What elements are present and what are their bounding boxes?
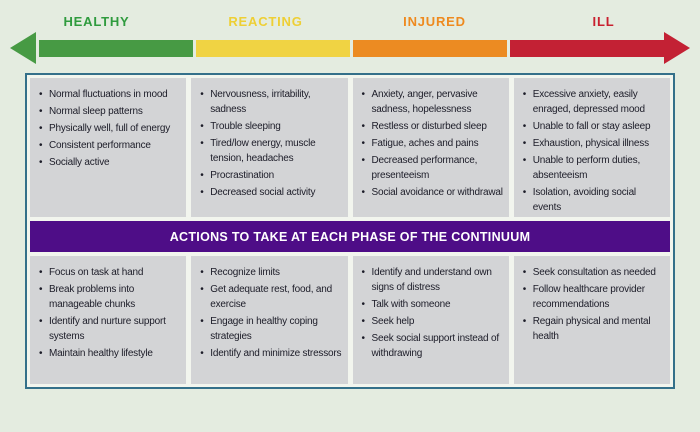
bullet-item: Talk with someone	[361, 297, 505, 312]
bullet-item: Seek social support instead of withdrawi…	[361, 331, 505, 361]
actions-panel-healthy: Focus on task at hand Break problems into…	[30, 256, 187, 384]
signs-list-ill: Excessive anxiety, easily enraged, depre…	[522, 87, 666, 215]
bullet-item: Trouble sleeping	[199, 119, 343, 134]
signs-panel-healthy: Normal fluctuations in mood Normal sleep …	[30, 78, 187, 217]
bullet-item: Unable to fall or stay asleep	[522, 119, 666, 134]
bullet-item: Tired/low energy, muscle tension, headac…	[199, 136, 343, 166]
bullet-item: Socially active	[38, 155, 182, 170]
bullet-item: Recognize limits	[199, 265, 343, 280]
phase-label-injured: INJURED	[403, 14, 466, 29]
bullet-item: Nervousness, irritability, sadness	[199, 87, 343, 117]
phase-labels-row: HEALTHY REACTING INJURED ILL	[12, 14, 688, 29]
signs-panel-ill: Excessive anxiety, easily enraged, depre…	[513, 78, 670, 217]
actions-banner: ACTIONS TO TAKE AT EACH PHASE OF THE CON…	[30, 221, 670, 252]
arrow-segment-reacting	[196, 39, 350, 57]
bullet-item: Identify and understand own signs of dis…	[361, 265, 505, 295]
bullet-item: Consistent performance	[38, 138, 182, 153]
phase-label-healthy: HEALTHY	[63, 14, 130, 29]
bullet-item: Anxiety, anger, pervasive sadness, hopel…	[361, 87, 505, 117]
continuum-table: Normal fluctuations in mood Normal sleep …	[25, 73, 675, 389]
bullet-item: Regain physical and mental health	[522, 314, 666, 344]
bullet-item: Follow healthcare provider recommendatio…	[522, 282, 666, 312]
bullet-item: Decreased social activity	[199, 185, 343, 200]
actions-list-injured: Identify and understand own signs of dis…	[361, 265, 505, 361]
bullet-item: Restless or disturbed sleep	[361, 119, 505, 134]
arrow-segment-injured	[353, 39, 507, 57]
bullet-item: Normal fluctuations in mood	[38, 87, 182, 102]
bullet-item: Isolation, avoiding social events	[522, 185, 666, 215]
continuum-arrow	[10, 32, 690, 64]
bullet-item: Decreased performance, presenteeism	[361, 153, 505, 183]
signs-panel-reacting: Nervousness, irritability, sadness Troubl…	[191, 78, 348, 217]
signs-list-injured: Anxiety, anger, pervasive sadness, hopel…	[361, 87, 505, 200]
arrow-segment-healthy	[39, 39, 193, 57]
right-arrowhead-icon	[664, 32, 690, 64]
bullet-item: Fatigue, aches and pains	[361, 136, 505, 151]
bullet-item: Maintain healthy lifestyle	[38, 346, 182, 361]
bullet-item: Engage in healthy coping strategies	[199, 314, 343, 344]
bullet-item: Identify and nurture support systems	[38, 314, 182, 344]
actions-list-ill: Seek consultation as needed Follow health…	[522, 265, 666, 344]
bullet-item: Seek consultation as needed	[522, 265, 666, 280]
signs-list-reacting: Nervousness, irritability, sadness Troubl…	[199, 87, 343, 200]
phase-label-reacting: REACTING	[228, 14, 303, 29]
bullet-item: Excessive anxiety, easily enraged, depre…	[522, 87, 666, 117]
actions-list-reacting: Recognize limits Get adequate rest, food,…	[199, 265, 343, 361]
bullet-item: Identify and minimize stressors	[199, 346, 343, 361]
bullet-item: Social avoidance or withdrawal	[361, 185, 505, 200]
actions-panel-injured: Identify and understand own signs of dis…	[352, 256, 509, 384]
left-arrowhead-icon	[10, 32, 36, 64]
bullet-item: Break problems into manageable chunks	[38, 282, 182, 312]
actions-list-healthy: Focus on task at hand Break problems into…	[38, 265, 182, 361]
bullet-item: Unable to perform duties, absenteeism	[522, 153, 666, 183]
bullet-item: Focus on task at hand	[38, 265, 182, 280]
bullet-item: Normal sleep patterns	[38, 104, 182, 119]
bullet-item: Procrastination	[199, 168, 343, 183]
actions-panel-ill: Seek consultation as needed Follow health…	[513, 256, 670, 384]
bullet-item: Exhaustion, physical illness	[522, 136, 666, 151]
phase-label-ill: ILL	[592, 14, 615, 29]
signs-panel-injured: Anxiety, anger, pervasive sadness, hopel…	[352, 78, 509, 217]
bullet-item: Get adequate rest, food, and exercise	[199, 282, 343, 312]
bullet-item: Physically well, full of energy	[38, 121, 182, 136]
signs-list-healthy: Normal fluctuations in mood Normal sleep …	[38, 87, 182, 170]
arrow-segment-ill	[510, 39, 664, 57]
bullet-item: Seek help	[361, 314, 505, 329]
actions-panel-reacting: Recognize limits Get adequate rest, food,…	[191, 256, 348, 384]
